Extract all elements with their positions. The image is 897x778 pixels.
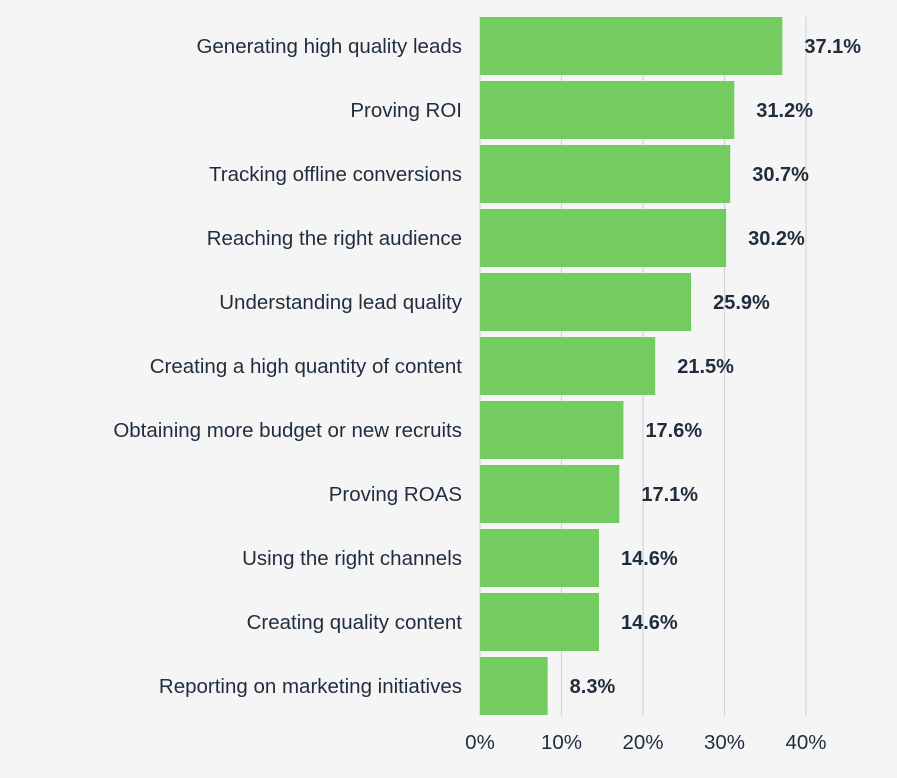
- value-label: 37.1%: [804, 36, 861, 58]
- x-tick-label: 30%: [704, 731, 745, 754]
- value-label: 25.9%: [713, 292, 770, 314]
- bar: [480, 209, 727, 267]
- value-label: 14.6%: [621, 612, 678, 634]
- x-tick-label: 0%: [465, 731, 495, 754]
- value-label: 14.6%: [621, 548, 678, 570]
- bar: [480, 593, 599, 651]
- x-tick-label: 20%: [622, 731, 663, 754]
- category-label: Reporting on marketing initiatives: [159, 675, 462, 698]
- category-label: Creating a high quantity of content: [150, 355, 463, 378]
- category-labels: Generating high quality leads Proving ROI…: [113, 35, 462, 698]
- value-label: 30.7%: [752, 164, 809, 186]
- value-label: 8.3%: [570, 676, 616, 698]
- bar: [480, 529, 599, 587]
- category-label: Understanding lead quality: [219, 291, 462, 314]
- category-label: Obtaining more budget or new recruits: [113, 419, 462, 442]
- value-label: 31.2%: [756, 100, 813, 122]
- value-label: 21.5%: [677, 356, 734, 378]
- bar: [480, 465, 620, 523]
- category-label: Tracking offline conversions: [209, 163, 462, 186]
- category-label: Proving ROI: [350, 99, 462, 122]
- category-label: Using the right channels: [242, 547, 462, 570]
- value-label: 17.6%: [645, 420, 702, 442]
- bar: [480, 401, 624, 459]
- bar: [480, 81, 735, 139]
- bar: [480, 145, 731, 203]
- value-labels: 37.1% 31.2% 30.7% 30.2% 25.9% 21.5% 17.6% 17.1%…: [570, 36, 862, 698]
- bar: [480, 337, 656, 395]
- value-label: 17.1%: [641, 484, 698, 506]
- category-label: Proving ROAS: [329, 483, 462, 506]
- value-label: 30.2%: [748, 228, 805, 250]
- category-label: Reaching the right audience: [207, 227, 462, 250]
- bars: [480, 17, 783, 715]
- x-tick-label: 40%: [785, 731, 826, 754]
- x-axis-ticks: 0% 10% 20% 30% 40%: [465, 731, 826, 754]
- x-tick-label: 10%: [541, 731, 582, 754]
- bar: [480, 17, 783, 75]
- bar: [480, 273, 692, 331]
- category-label: Generating high quality leads: [196, 35, 462, 58]
- bar: [480, 657, 548, 715]
- category-label: Creating quality content: [247, 611, 463, 634]
